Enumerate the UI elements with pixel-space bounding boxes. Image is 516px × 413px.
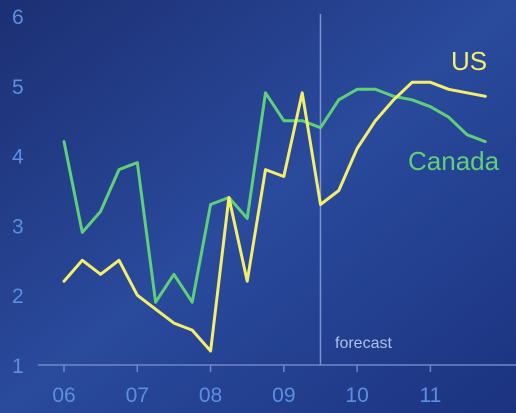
y-tick-label: 1 — [12, 355, 24, 378]
x-tick-label: 06 — [52, 384, 75, 407]
x-tick-label: 10 — [345, 384, 368, 407]
y-tick-label: 5 — [12, 76, 24, 99]
x-tick-label: 08 — [199, 384, 222, 407]
series-line-us — [62, 80, 487, 353]
y-tick-label: 3 — [12, 215, 24, 238]
series-labels: Canada US — [408, 46, 500, 176]
y-tick-label: 4 — [12, 146, 24, 169]
forecast-annotation: forecast — [335, 335, 392, 352]
x-tick-label: 07 — [126, 384, 149, 407]
y-tick-label: 6 — [12, 6, 24, 29]
x-tick-label: 09 — [272, 384, 295, 407]
x-tick-label: 11 — [419, 384, 441, 407]
series-label-us: US — [451, 46, 487, 76]
series-label-canada: Canada — [408, 146, 500, 176]
series-line-canada — [62, 87, 487, 304]
series-lines — [62, 80, 487, 353]
axes: 1 2 3 4 5 6 06 07 08 09 10 11 — [12, 6, 516, 407]
y-tick-label: 2 — [12, 285, 24, 308]
